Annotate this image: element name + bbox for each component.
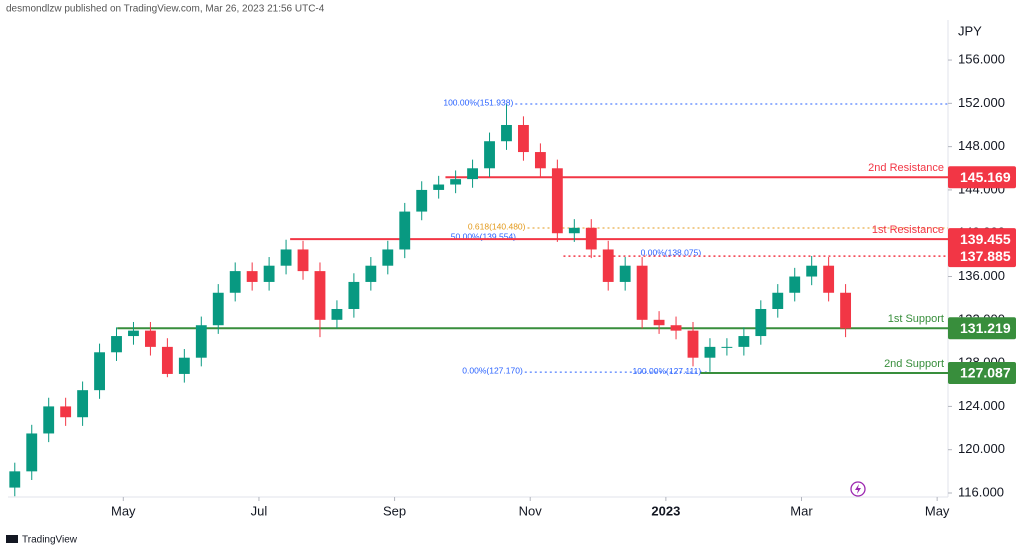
- x-tick-label: May: [925, 503, 950, 518]
- candle-body: [568, 227, 580, 234]
- candle-body: [348, 281, 360, 309]
- candle-body: [534, 152, 546, 169]
- candle-body: [636, 265, 648, 320]
- level-label: 2nd Support: [884, 358, 944, 370]
- candle-body: [738, 336, 750, 347]
- candle-body: [772, 292, 784, 309]
- y-tick-label: 116.000: [958, 484, 1004, 499]
- candle-body: [212, 292, 224, 326]
- candle-body: [551, 168, 563, 234]
- y-tick-label: 124.000: [958, 398, 1005, 413]
- price-label: 139.455: [960, 231, 1011, 247]
- price-label-box: [948, 166, 1016, 189]
- fib-label: 0.00%(138.075): [641, 247, 702, 257]
- alert-icon-bolt: [855, 484, 861, 494]
- candle-body: [467, 168, 478, 180]
- brand-logo: TradingView: [6, 535, 78, 546]
- price-label: 145.169: [960, 169, 1011, 185]
- fib-label: 50.00%(139.554): [451, 231, 516, 241]
- y-tick-label: 156.000: [958, 51, 1005, 66]
- y-tick-label: 120.000: [958, 441, 1005, 456]
- x-tick-label: Jul: [251, 503, 268, 518]
- y-tick-label: 136.000: [958, 268, 1005, 283]
- candle-body: [789, 276, 801, 293]
- brand-name: TradingView: [22, 535, 78, 546]
- candle-body: [399, 211, 411, 250]
- candle-body: [9, 471, 21, 488]
- candle-body: [178, 357, 190, 374]
- x-tick-label: Nov: [519, 503, 543, 518]
- logo-mark: [6, 535, 18, 543]
- candle-body: [619, 265, 631, 282]
- candle-body: [823, 265, 835, 293]
- attribution: desmondlzw published on TradingView.com,…: [6, 4, 325, 15]
- price-label-box: [948, 361, 1016, 384]
- candle-body: [433, 184, 445, 190]
- candle-body: [484, 141, 495, 169]
- candle-body: [450, 179, 462, 185]
- candle-body: [111, 336, 122, 353]
- candle-body: [806, 265, 818, 277]
- level-label: 1st Support: [888, 313, 944, 325]
- candle-body: [501, 124, 512, 142]
- price-label-box: [948, 317, 1016, 340]
- candle-body: [94, 352, 105, 391]
- candle-body: [144, 330, 156, 347]
- candle-body: [263, 265, 275, 282]
- candle-body: [416, 189, 428, 212]
- candle-body: [60, 406, 72, 418]
- x-tick-label: Sep: [383, 503, 406, 518]
- candle-body: [314, 271, 326, 320]
- candle-body: [840, 292, 852, 329]
- price-label-box: [948, 228, 1016, 251]
- fib-label: 0.618(140.480): [468, 221, 526, 231]
- candle-body: [585, 227, 597, 250]
- candle-body: [687, 330, 699, 358]
- candle-body: [246, 271, 258, 282]
- candle-body: [195, 325, 207, 358]
- x-tick-label: Mar: [790, 503, 813, 518]
- price-label: 137.885: [960, 248, 1011, 264]
- candle-body: [721, 346, 733, 348]
- candle-body: [229, 271, 241, 293]
- y-tick-label: 148.000: [958, 138, 1005, 153]
- candle-body: [161, 346, 173, 374]
- candle-body: [365, 265, 377, 282]
- candle-body: [382, 249, 394, 266]
- fib-label: 100.00%(151.938): [443, 97, 513, 107]
- fib-label: 0.00%(127.170): [462, 365, 523, 375]
- fib-label: 100.00%(127.111): [632, 366, 701, 376]
- candle-body: [43, 406, 55, 434]
- price-label: 131.219: [960, 320, 1011, 336]
- candle-body: [670, 325, 682, 331]
- candle-body: [704, 346, 716, 358]
- level-label: 2nd Resistance: [868, 162, 944, 174]
- candle-body: [602, 249, 614, 282]
- candle-body: [331, 308, 343, 320]
- x-tick-label: 2023: [651, 503, 680, 518]
- candle-body: [77, 390, 89, 418]
- x-tick-label: May: [111, 503, 136, 518]
- candle-body: [653, 319, 665, 326]
- candle-body: [26, 433, 38, 472]
- candle-body: [518, 124, 529, 153]
- candle-body: [280, 249, 292, 266]
- candle-body: [297, 249, 309, 272]
- price-label: 127.087: [960, 365, 1011, 381]
- alert-icon[interactable]: [850, 481, 866, 497]
- candle-body: [128, 330, 139, 337]
- price-label-box: [948, 245, 1016, 268]
- level-label: 1st Resistance: [872, 224, 944, 236]
- y-tick-label: 152.000: [958, 95, 1005, 110]
- candle-body: [755, 308, 767, 337]
- axis-currency: JPY: [958, 23, 982, 38]
